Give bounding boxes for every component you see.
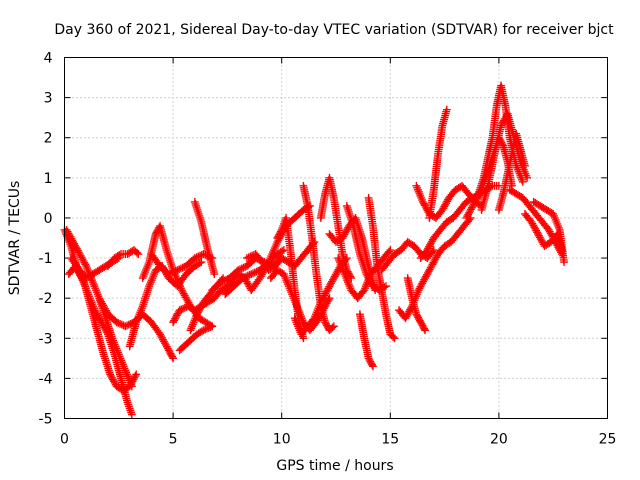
- x-tick-label: 15: [381, 432, 399, 448]
- series-arc-37: [495, 129, 529, 214]
- series-arc-32: [425, 105, 451, 222]
- data-point: [523, 173, 532, 182]
- data-point: [421, 326, 429, 335]
- data-point: [325, 294, 334, 303]
- series-arc-13: [190, 198, 219, 278]
- data-markers: [60, 81, 568, 419]
- series-arc-19: [273, 214, 308, 343]
- series-arc-5: [104, 246, 143, 270]
- data-point: [127, 382, 136, 391]
- series-arc-4: [67, 254, 123, 283]
- data-point: [386, 246, 395, 254]
- data-point: [208, 322, 217, 331]
- y-tick-label: -5: [39, 412, 53, 428]
- series-arc-25: [342, 202, 390, 295]
- y-tick-label: -4: [39, 371, 53, 387]
- data-point: [299, 334, 308, 343]
- x-tick-label: 10: [273, 432, 291, 448]
- tick-labels: 0 5 10 15 20 25 -5 -4 -3 -2 -1 0 1 2 3 4: [39, 51, 617, 448]
- chart-title: Day 360 of 2021, Sidereal Day-to-day VTE…: [54, 22, 614, 38]
- x-tick-label: 0: [60, 432, 69, 448]
- series-arc-11: [175, 322, 217, 355]
- series-arc-2: [64, 262, 136, 419]
- data-point: [169, 354, 177, 363]
- series-arc-40: [529, 198, 568, 266]
- plot-frame: [64, 57, 608, 419]
- x-tick-label: 25: [599, 432, 617, 448]
- data-point: [329, 322, 338, 331]
- y-axis-label: SDTVAR / TECUs: [7, 181, 23, 296]
- x-tick-label: 5: [169, 432, 178, 448]
- y-tick-label: 1: [44, 171, 53, 187]
- data-point: [429, 246, 438, 254]
- series-arc-21: [299, 181, 338, 335]
- y-tick-label: -1: [39, 251, 53, 267]
- series-arc-30: [403, 274, 429, 335]
- series-arc-28: [377, 238, 438, 274]
- grid-lines: [64, 57, 608, 419]
- y-tick-label: 4: [44, 51, 53, 67]
- data-point: [127, 410, 136, 419]
- series-arc-31: [412, 181, 486, 222]
- axis-ticks: [64, 57, 608, 419]
- series-arc-17: [243, 238, 319, 274]
- y-tick-label: 3: [44, 91, 53, 107]
- series-arc-26: [355, 310, 377, 371]
- data-point: [521, 161, 529, 170]
- x-tick-label: 20: [490, 432, 508, 448]
- series-arc-9: [147, 250, 217, 278]
- y-tick-label: -2: [39, 291, 53, 307]
- data-point: [210, 270, 219, 278]
- y-tick-label: -3: [39, 331, 53, 347]
- data-point: [134, 250, 143, 258]
- data-point: [369, 362, 377, 371]
- data-point: [442, 105, 451, 114]
- series-arc-27: [364, 193, 399, 343]
- x-axis-label: GPS time / hours: [276, 458, 393, 474]
- data-point: [279, 246, 288, 254]
- data-point: [495, 181, 503, 190]
- data-point: [132, 370, 141, 379]
- series-arc-3: [62, 226, 136, 391]
- y-tick-label: 0: [44, 211, 53, 227]
- data-point: [560, 258, 568, 266]
- data-point: [197, 258, 206, 266]
- data-point: [518, 177, 527, 186]
- y-tick-label: 2: [44, 131, 53, 147]
- data-point: [390, 334, 399, 343]
- series-arc-29: [395, 214, 475, 323]
